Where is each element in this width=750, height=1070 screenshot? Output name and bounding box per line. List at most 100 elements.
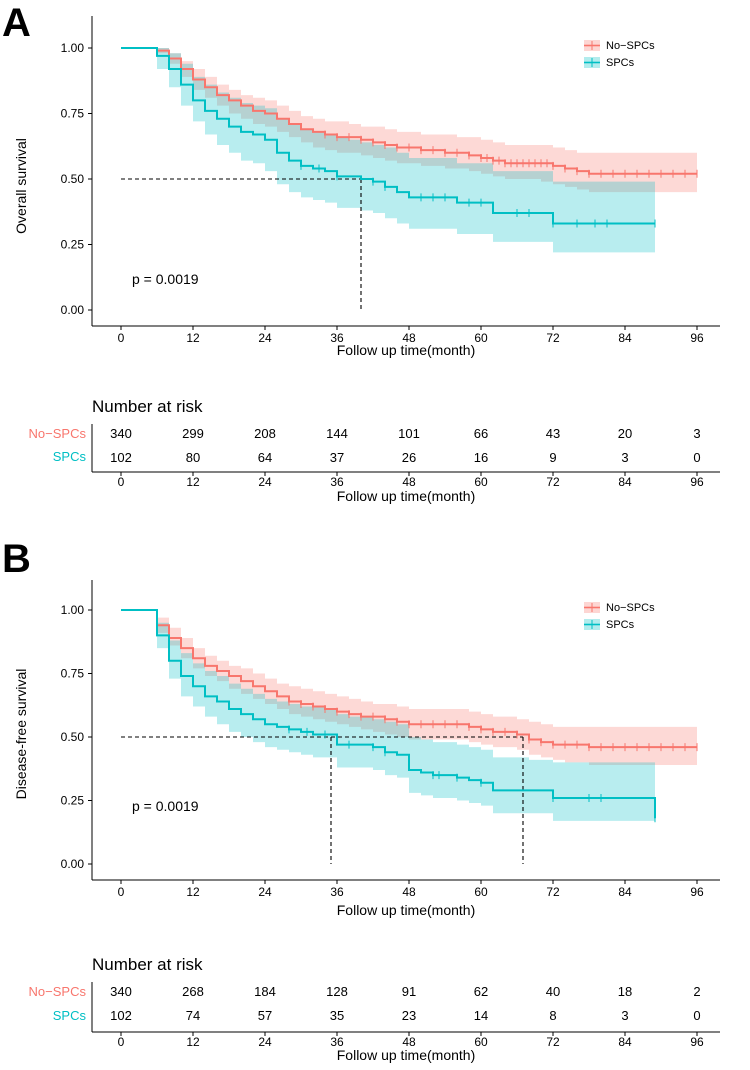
risk-cell: 0 (693, 450, 700, 465)
risk-cell: 2 (693, 984, 700, 999)
p-value-label: p = 0.0019 (132, 271, 199, 287)
y-axis-title: Overall survival (13, 138, 29, 234)
x-tick-labels: 0 12 24 36 48 60 72 84 96 (118, 326, 704, 345)
legend-item-no-spcs: No−SPCs (584, 40, 655, 52)
risk-cell: 64 (258, 450, 272, 465)
risk-x-tick-label: 36 (330, 1035, 344, 1049)
median-lines (121, 178, 362, 310)
risk-x-tick-label: 72 (546, 1035, 560, 1049)
risk-x-tick-label: 96 (690, 475, 704, 489)
y-tick-labels: 0.00 0.25 0.50 0.75 1.00 (61, 603, 92, 871)
y-tick-label: 0.25 (61, 794, 85, 808)
risk-table-title: Number at risk (92, 955, 203, 974)
risk-cell: 18 (618, 984, 632, 999)
risk-x-axis-title: Follow up time(month) (337, 1047, 476, 1063)
risk-x-tick-label: 12 (186, 1035, 200, 1049)
risk-x-tick-label: 36 (330, 475, 344, 489)
x-axis-title: Follow up time(month) (337, 902, 476, 918)
legend-item-spcs: SPCs (584, 619, 635, 631)
axes (91, 580, 720, 881)
x-tick-labels: 0 12 24 36 48 60 72 84 96 (118, 880, 704, 899)
y-tick-label: 0.00 (61, 857, 85, 871)
legend: No−SPCs SPCs (584, 602, 655, 631)
risk-cell: 66 (474, 426, 488, 441)
y-tick-label: 1.00 (61, 603, 85, 617)
x-tick-label: 12 (186, 885, 200, 899)
risk-cell: 101 (398, 426, 420, 441)
risk-cell: 35 (330, 1008, 344, 1023)
risk-cell: 268 (182, 984, 204, 999)
risk-table: Number at risk No−SPCs SPCs 340 299 208 144… (29, 397, 720, 504)
survival-curve-spcs (121, 47, 655, 225)
risk-x-tick-labels: 0 12 24 36 48 60 72 84 96 (118, 1032, 704, 1049)
risk-cell: 14 (474, 1008, 488, 1023)
risk-x-tick-label: 84 (618, 1035, 632, 1049)
panel-letter-b: B (2, 537, 31, 581)
risk-x-tick-label: 48 (402, 1035, 416, 1049)
risk-cell: 184 (254, 984, 276, 999)
x-tick-label: 84 (618, 885, 632, 899)
x-axis-title: Follow up time(month) (337, 342, 476, 358)
y-tick-label: 0.50 (61, 730, 85, 744)
x-tick-label: 36 (330, 331, 344, 345)
risk-cell: 3 (621, 1008, 628, 1023)
risk-table-title: Number at risk (92, 397, 203, 416)
risk-cell: 9 (549, 450, 556, 465)
x-tick-label: 72 (546, 331, 560, 345)
x-tick-label: 96 (690, 331, 704, 345)
y-tick-label: 0.25 (61, 238, 85, 252)
risk-cell: 3 (621, 450, 628, 465)
risk-row-spcs: 102 74 57 35 23 14 8 3 0 (110, 1008, 700, 1023)
risk-row-label-no-spcs: No−SPCs (29, 426, 87, 441)
y-tick-label: 0.75 (61, 667, 85, 681)
panel-a-overall-survival: A 0.000.250.500.751.00 0 12 24 36 48 60 72 84 96… (2, 1, 720, 504)
censor-marks (300, 130, 698, 228)
risk-cell: 62 (474, 984, 488, 999)
legend-label: No−SPCs (606, 40, 655, 52)
risk-cell: 16 (474, 450, 488, 465)
risk-row-no-spcs: 340 299 208 144 101 66 43 20 3 (110, 426, 700, 441)
risk-x-tick-label: 60 (474, 475, 488, 489)
x-tick-label: 24 (258, 885, 272, 899)
risk-cell: 144 (326, 426, 348, 441)
x-tick-label: 96 (690, 885, 704, 899)
risk-table: Number at risk No−SPCs SPCs 340 268 184 128… (29, 955, 720, 1063)
censor-marks (288, 697, 698, 823)
risk-cell: 20 (618, 426, 632, 441)
risk-cell: 57 (258, 1008, 272, 1023)
risk-cell: 74 (186, 1008, 200, 1023)
risk-x-tick-label: 72 (546, 475, 560, 489)
median-lines (121, 736, 524, 864)
confidence-band-no-spcs (121, 610, 697, 765)
legend-label: SPCs (606, 57, 635, 69)
confidence-band-spcs (121, 610, 655, 821)
risk-row-label-spcs: SPCs (53, 449, 87, 464)
risk-cell: 23 (402, 1008, 416, 1023)
y-tick-label: 0.75 (61, 107, 85, 121)
risk-cell: 340 (110, 426, 132, 441)
risk-cell: 80 (186, 450, 200, 465)
legend-label: No−SPCs (606, 602, 655, 614)
risk-x-axis-title: Follow up time(month) (337, 488, 476, 504)
risk-x-tick-label: 12 (186, 475, 200, 489)
risk-cell: 3 (693, 426, 700, 441)
risk-x-tick-label: 60 (474, 1035, 488, 1049)
confidence-bands (121, 610, 697, 821)
risk-row-spcs: 102 80 64 37 26 16 9 3 0 (110, 450, 700, 465)
x-tick-label: 36 (330, 885, 344, 899)
risk-cell: 102 (110, 1008, 132, 1023)
risk-row-label-no-spcs: No−SPCs (29, 984, 87, 999)
y-tick-labels: 0.00 0.25 0.50 0.75 1.00 (61, 41, 92, 317)
risk-cell: 26 (402, 450, 416, 465)
confidence-bands (121, 48, 697, 253)
risk-x-tick-label: 84 (618, 475, 632, 489)
x-tick-label: 84 (618, 331, 632, 345)
y-tick-label: 0.50 (61, 172, 85, 186)
survival-curve-no-spcs (121, 47, 697, 175)
risk-cell: 208 (254, 426, 276, 441)
x-tick-label: 48 (402, 885, 416, 899)
x-tick-label: 24 (258, 331, 272, 345)
legend: No−SPCs SPCs (584, 40, 655, 69)
risk-cell: 40 (546, 984, 560, 999)
